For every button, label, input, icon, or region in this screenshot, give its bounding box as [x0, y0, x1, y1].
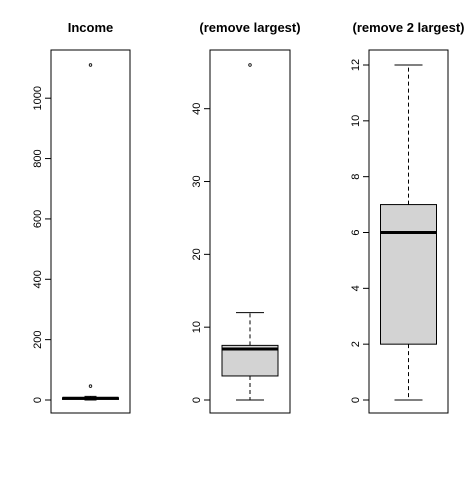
plot-frame	[368, 49, 449, 414]
y-tick-label: 0	[191, 397, 203, 403]
panel-remove-largest: (remove largest) 0 10 20 30 40	[191, 20, 301, 414]
y-tick-label: 12	[350, 59, 362, 71]
panel-income: Income 0 200 400 600 800 1000	[32, 20, 131, 414]
iqr-box	[380, 204, 437, 345]
y-tick-label: 200	[32, 330, 44, 348]
outlier-point	[88, 384, 93, 388]
chart-title: (remove largest)	[199, 20, 300, 35]
y-tick-label: 10	[191, 321, 203, 333]
y-tick-label: 8	[350, 174, 362, 180]
panel-remove-2-largest: (remove 2 largest) 0 2 4 6 8 10 12	[350, 20, 465, 414]
y-tick-label: 10	[350, 115, 362, 127]
y-tick-label: 0	[350, 397, 362, 403]
y-tick-label: 0	[32, 397, 44, 403]
y-tick-label: 6	[350, 229, 362, 235]
outlier-point	[88, 63, 93, 67]
y-tick-label: 40	[191, 103, 203, 115]
y-tick-label: 800	[32, 149, 44, 167]
outlier-point	[248, 63, 252, 67]
chart-title: (remove 2 largest)	[353, 20, 465, 35]
y-tick-label: 2	[350, 341, 362, 347]
y-tick-label: 20	[191, 248, 203, 260]
y-tick-label: 1000	[32, 86, 44, 110]
y-tick-label: 4	[350, 285, 362, 291]
chart-title: Income	[68, 20, 114, 35]
y-tick-label: 30	[191, 175, 203, 187]
y-tick-label: 400	[32, 270, 44, 288]
y-tick-label: 600	[32, 210, 44, 228]
plot-frame	[50, 49, 131, 414]
plot-frame	[209, 49, 291, 414]
